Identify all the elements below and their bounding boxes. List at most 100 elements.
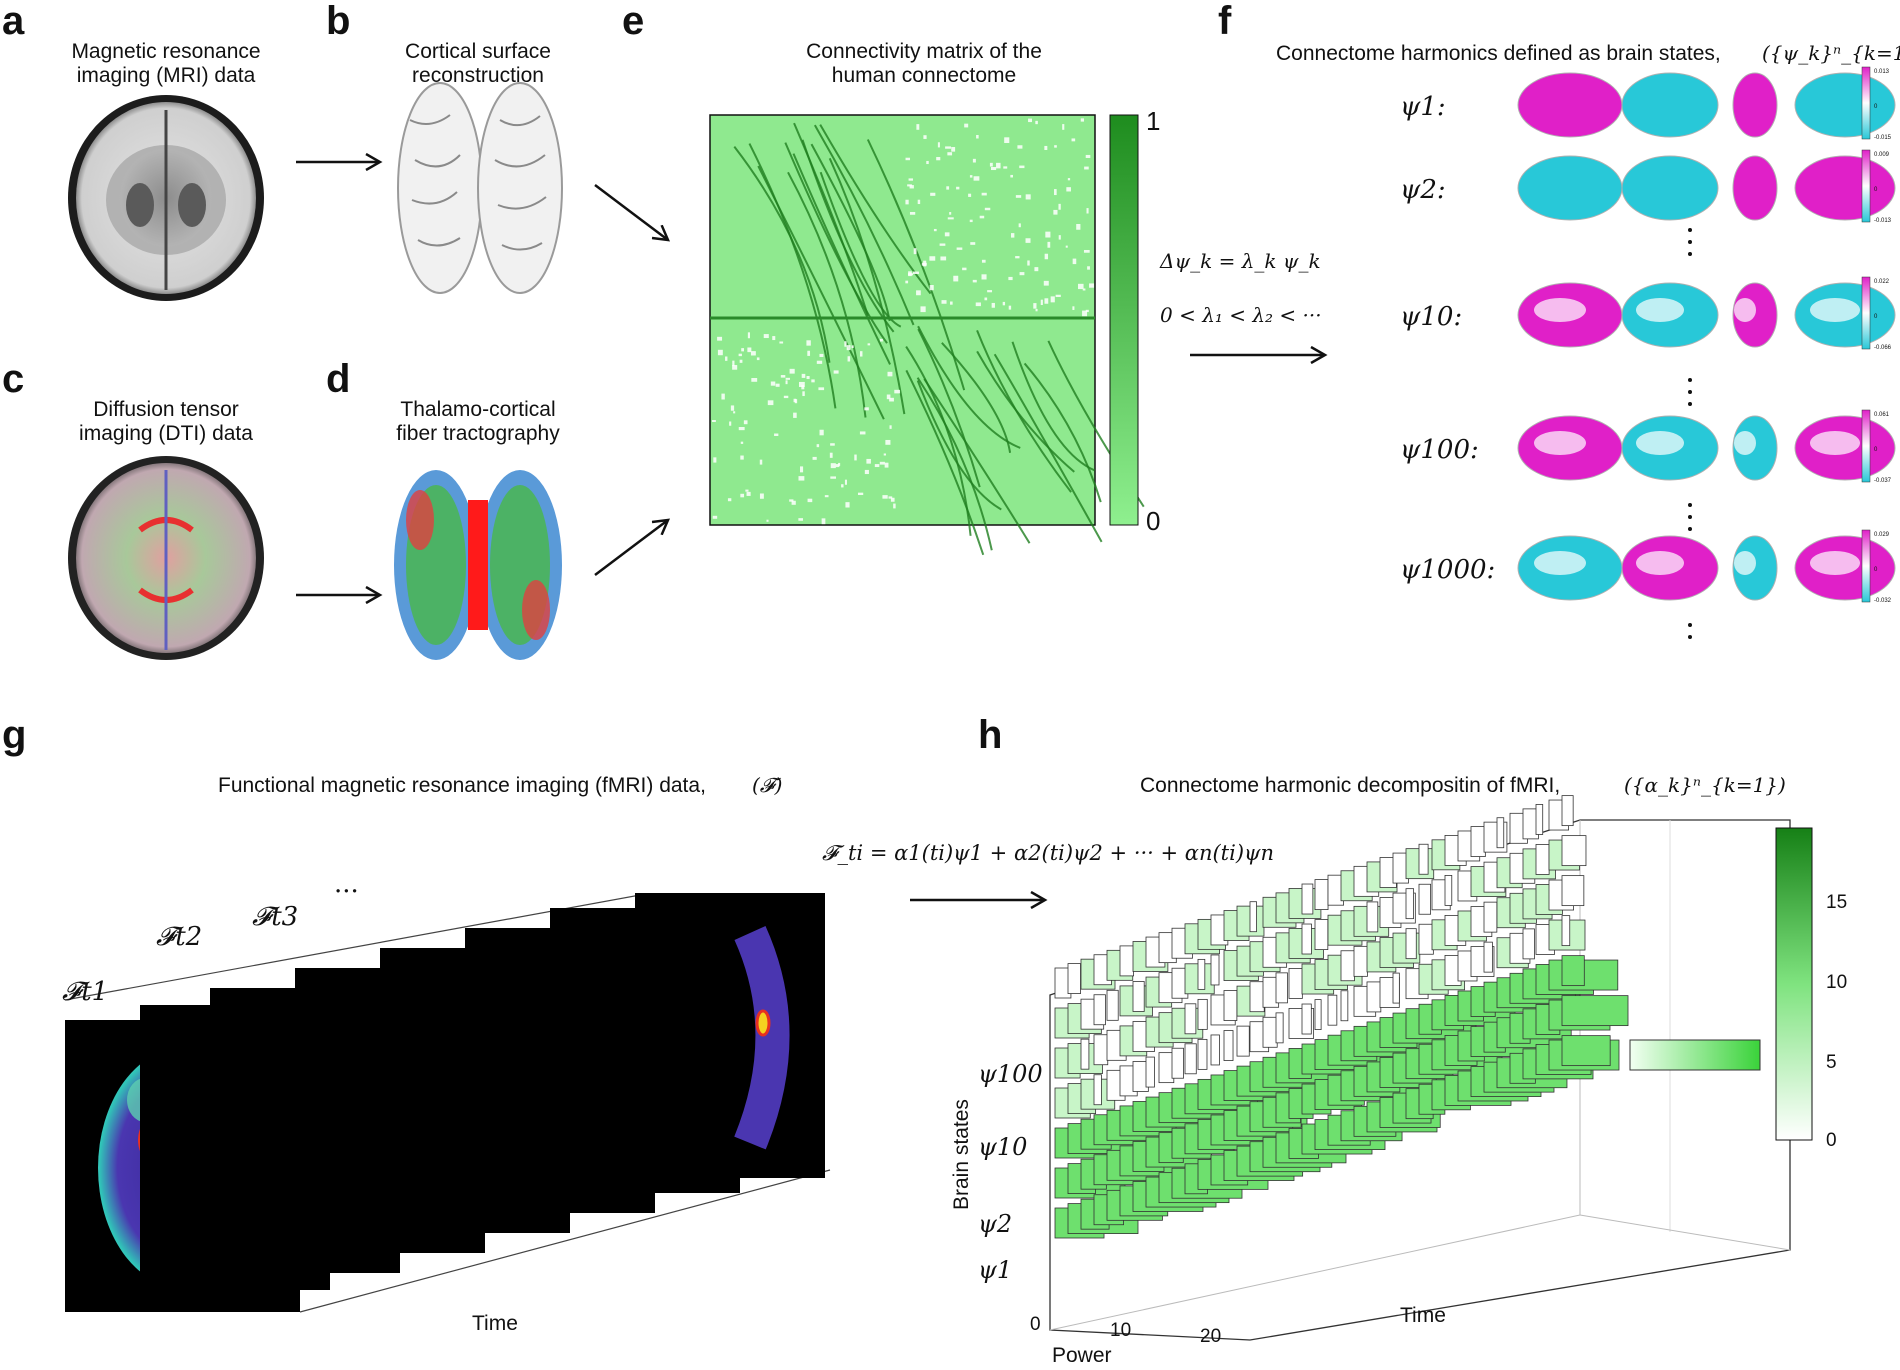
harmonic-brain-view [1517,72,1623,138]
matrix-sparse-cell [717,336,723,341]
fmri-activation [755,1009,771,1037]
harmonic-pattern-spot [1636,551,1684,575]
matrix-sparse-cell [1019,272,1025,276]
matrix-sparse-cell [887,371,893,377]
matrix-sparse-cell [866,458,871,464]
matrix-sparse-cell [816,360,823,364]
matrix-sparse-cell [738,427,745,431]
ellipsis-dot [1688,390,1692,394]
matrix-sparse-cell [793,412,797,418]
harmonic-pattern-spot [1534,551,1586,575]
colorbar-e-min: 0 [1146,506,1160,536]
harmonic-pattern-spot [1734,551,1756,575]
bar3d-bar [1275,1012,1284,1044]
bar3d-bar [1249,981,1265,1013]
matrix-streak [748,143,837,409]
matrix-sparse-cell [732,365,738,370]
bar3d-bar [1236,1025,1250,1057]
matrix-sparse-cell [882,495,888,499]
matrix-sparse-cell [1054,145,1057,148]
matrix-sparse-cell [947,217,954,220]
matrix-streak [793,122,869,317]
bar3d-bar [1353,945,1368,977]
matrix-sparse-cell [717,349,723,356]
harmonic-pattern-spot [1636,298,1684,322]
matrix-sparse-cell [923,135,927,139]
panel-label-b: b [326,0,350,43]
panel-d-title-line2: fiber tractography [396,422,560,445]
matrix-sparse-cell [940,256,947,261]
matrix-sparse-cell [712,515,718,519]
bar3d-bar [1418,883,1432,915]
bar3d-bar [1483,941,1493,973]
matrix-sparse-cell [800,466,804,473]
matrix-sparse-cell [909,185,914,189]
matrix-sparse-cell [1065,245,1068,248]
panel-g-time-label: Time [472,1312,518,1335]
matrix-sparse-cell [845,502,850,508]
matrix-sparse-cell [766,519,769,522]
harmonic-cb-max: 0.013 [1874,69,1890,75]
matrix-sparse-cell [841,484,844,488]
matrix-sparse-cell [886,394,891,400]
harmonic-brain-view [1621,72,1719,138]
matrix-sparse-cell [732,360,735,367]
matrix-sparse-cell [894,389,901,394]
matrix-sparse-cell [747,332,751,339]
matrix-sparse-cell [933,228,937,232]
bar3d-bar [1405,888,1414,920]
matrix-sparse-cell [981,259,986,263]
harmonic-label: ψ1000: [1400,555,1495,585]
matrix-sparse-cell [941,300,947,304]
matrix-sparse-cell [1044,145,1048,150]
matrix-sparse-cell [1025,194,1031,200]
matrix-sparse-cell [909,211,916,215]
bar3d-bar [1223,990,1238,1021]
harmonic-pattern-spot [1734,298,1756,322]
matrix-sparse-cell [947,152,953,156]
harmonic-cb-max: 0.022 [1874,279,1890,285]
panel-d-title-line1: Thalamo-cortical [400,398,555,421]
matrix-sparse-cell [945,146,951,149]
matrix-sparse-cell [956,186,960,190]
matrix-sparse-cell [801,373,806,378]
matrix-sparse-cell [946,186,950,190]
matrix-sparse-cell [798,381,805,387]
matrix-sparse-cell [785,380,788,385]
harmonic-colorbar [1861,149,1871,223]
matrix-sparse-cell [1050,296,1055,303]
mri-brain-image [68,95,264,301]
panel-h-ylabel: Brain states [950,1099,973,1210]
bar3d-bar [1171,1047,1184,1079]
matrix-sparse-cell [1087,266,1090,270]
matrix-streak [916,377,993,551]
panel-label-g: g [2,713,26,757]
harmonic-row: ψ10: 0.022 0 -0.066 [1400,276,1896,351]
bar3d-bar [1288,968,1303,999]
matrix-sparse-cell [1072,306,1075,310]
time-axis-line [299,1169,831,1313]
connectivity-colorbar [1109,114,1139,526]
matrix-sparse-cell [816,444,820,448]
matrix-sparse-cell [740,493,745,498]
matrix-sparse-cell [745,489,749,492]
harmonic-brain-view [1732,72,1778,138]
ellipsis-dot [1688,402,1692,406]
matrix-sparse-cell [1071,138,1076,142]
matrix-sparse-cell [759,493,764,499]
matrix-sparse-cell [801,385,805,390]
matrix-sparse-cell [926,160,929,165]
matrix-sparse-cell [874,464,880,468]
bar3d-bar [1301,923,1312,955]
bar3d-chart [1049,795,1791,1341]
matrix-sparse-cell [1003,166,1008,169]
matrix-sparse-cell [750,351,756,356]
matrix-sparse-cell [1062,124,1065,130]
matrix-sparse-cell [1035,120,1038,125]
panel-h-zlabel: Time [1400,1304,1446,1327]
panel-label-e: e [622,0,644,43]
matrix-sparse-cell [951,147,956,152]
state-label-psi2: ψ2 [978,1210,1012,1238]
matrix-sparse-cell [1010,233,1015,238]
